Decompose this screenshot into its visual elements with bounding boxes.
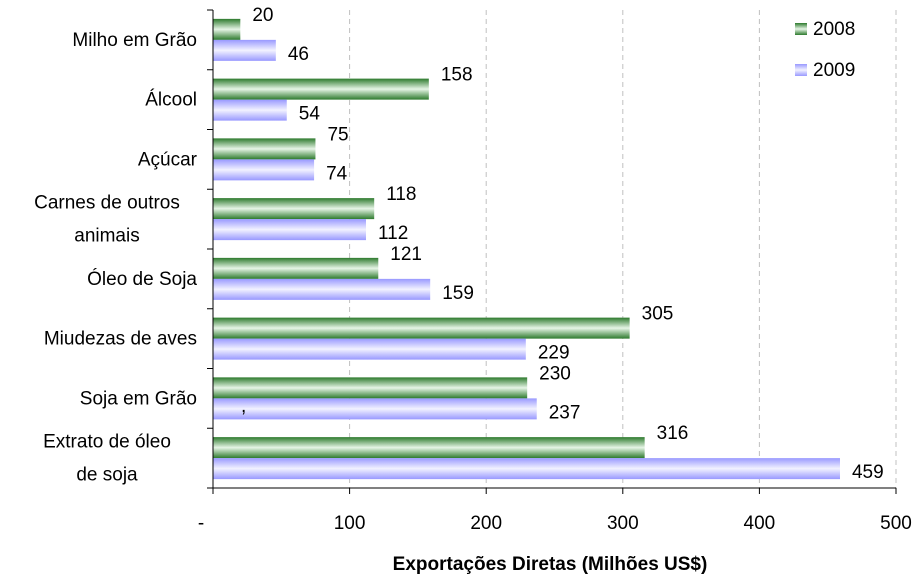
data-label-2008-1: 158	[441, 65, 473, 86]
bar-2008-1	[213, 78, 429, 100]
x-tick-label-200: 200	[470, 513, 502, 534]
category-label-6: Soja em Grão	[80, 388, 197, 409]
bar-2008-0	[213, 18, 241, 40]
bar-2008-2	[213, 138, 316, 160]
data-label-2009-0: 46	[288, 44, 309, 65]
data-label-2009-1: 54	[299, 104, 321, 125]
bar-2009-4	[213, 278, 431, 300]
stray-comma: ,	[241, 396, 246, 417]
bar-2009-2	[213, 159, 315, 181]
category-label-4: Óleo de Soja	[87, 268, 197, 290]
data-label-2009-4: 159	[442, 283, 474, 304]
axes	[207, 9, 897, 494]
data-label-2008-5: 305	[642, 304, 674, 325]
bar-2008-3	[213, 198, 375, 220]
data-label-2009-7: 459	[852, 462, 884, 483]
legend-label-2009: 2009	[813, 60, 855, 81]
legend: 2008 2009	[795, 19, 855, 81]
category-label-3: Carnes de outros animais	[34, 193, 180, 247]
x-tick-label-0: -	[198, 513, 204, 534]
category-label-5: Miudezas de aves	[44, 329, 197, 350]
bar-2009-0	[213, 39, 276, 61]
bar-2009-1	[213, 99, 287, 121]
data-label-2009-2: 74	[326, 163, 348, 184]
data-label-2009-6: 237	[549, 402, 581, 423]
x-tick-label-400: 400	[744, 513, 776, 534]
data-label-2009-3: 112	[378, 223, 408, 244]
category-label-7: Extrato de óleo de soja	[43, 432, 171, 486]
x-tick-label-500: 500	[880, 513, 912, 534]
bar-2008-4	[213, 257, 379, 279]
bars	[213, 18, 840, 480]
data-label-2008-2: 75	[327, 124, 348, 145]
bar-2008-7	[213, 437, 645, 459]
legend-swatch-2008	[795, 23, 807, 35]
labels: 20 46 Milho em Grão 158 54 Álcool 75 74 Açúcar 11…	[34, 5, 912, 534]
legend-swatch-2009	[795, 64, 807, 76]
legend-label-2008: 2008	[813, 19, 855, 40]
bar-2008-5	[213, 317, 630, 339]
bar-2009-7	[213, 458, 840, 480]
bar-2009-6	[213, 398, 537, 420]
category-label-2: Açúcar	[138, 149, 198, 170]
category-label-0: Milho em Grão	[72, 30, 197, 51]
data-label-2009-5: 229	[538, 343, 570, 364]
data-label-2008-7: 316	[657, 423, 689, 444]
data-label-2008-6: 230	[539, 363, 571, 384]
x-tick-label-100: 100	[334, 513, 366, 534]
data-label-2008-4: 121	[390, 244, 422, 265]
category-label-1: Álcool	[145, 90, 197, 111]
data-label-2008-0: 20	[252, 5, 273, 26]
x-tick-label-300: 300	[607, 513, 639, 534]
data-label-2008-3: 118	[386, 184, 416, 205]
bar-2009-3	[213, 219, 366, 241]
bar-2009-5	[213, 338, 526, 360]
x-axis-title: Exportações Diretas (Milhões US$)	[393, 554, 708, 575]
bar-2008-6	[213, 377, 528, 399]
